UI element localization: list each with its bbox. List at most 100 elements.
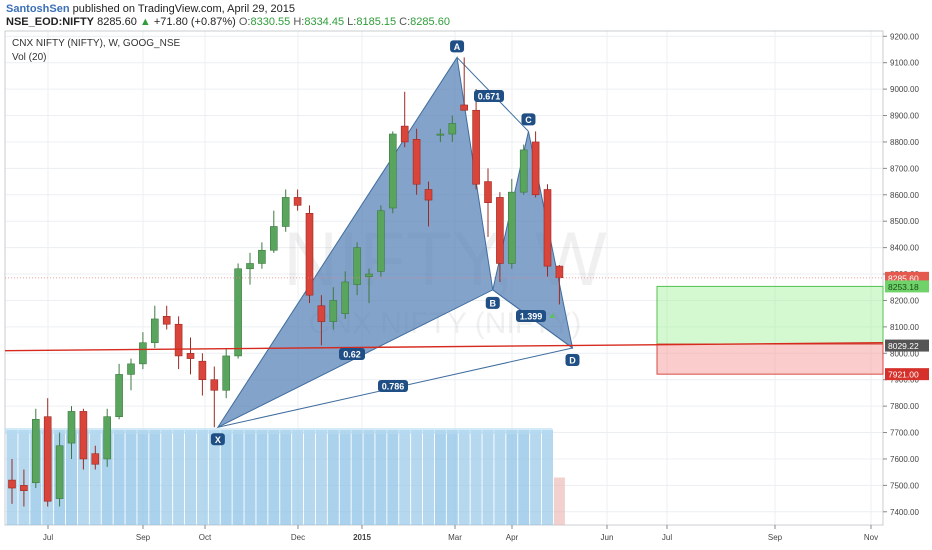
x-tick-label: Apr [506,533,519,542]
ratio-label-ac: 0.671 [478,92,501,102]
volume-bar [375,430,387,525]
candle-body [317,305,326,322]
y-tick-label: 7900.00 [890,376,919,385]
y-tick-label: 7800.00 [890,402,919,411]
y-tick-label: 8200.00 [890,296,919,305]
candle-body [543,189,552,267]
candle-body [55,445,64,499]
volume-bar [506,430,518,525]
ratio-label-bd-bg [516,310,546,322]
up-arrow-icon: ▲ [139,16,151,28]
time-axis[interactable]: Jul Sep Oct Dec 2015 Mar Apr Jun Jul Sep Nov [43,525,878,542]
volume-bar [423,430,434,525]
volume-bar [280,430,292,525]
ratio-label-ac-bg [474,90,504,102]
candle-body [139,342,147,365]
candle-body [162,316,171,325]
trade-zones[interactable] [656,285,884,375]
candle-body [91,453,100,465]
candle-body [496,197,504,264]
up-triangle-icon: ▲ [548,310,557,320]
x-tick-label: Sep [768,533,783,542]
volume-bar [363,430,375,525]
price-tag-label: 8253.18 [888,282,919,292]
x-tick-label: Oct [199,533,212,542]
volume-bar [327,430,339,525]
y-tick-label: 8500.00 [890,217,919,226]
y-tick-label: 8000.00 [890,349,919,358]
ratio-label-xd-bg [378,380,408,392]
volume-bar [411,430,423,525]
x-tick-label: Jul [43,533,53,542]
volume-bar [256,430,268,525]
x-tick-label: Jul [662,533,672,542]
volume-indicator-label: Vol (20) [12,52,46,63]
volume-bar [304,430,315,525]
candle-body [210,379,219,391]
volume-bar [77,430,89,525]
volume-bar [244,430,256,525]
point-x-label-bg [210,433,225,446]
chart-title: CNX NIFTY (NIFTY), W, GOOG_NSE [12,38,180,49]
y-tick-label: 8800.00 [890,138,919,147]
point-b-label: B [490,298,497,308]
x-tick-label: 2015 [353,533,371,542]
candle-body [31,419,40,484]
candle-body [388,133,397,209]
candle-body [174,323,183,357]
ratio-label-bd: 1.399 [520,312,543,322]
support-trendline[interactable] [4,342,884,352]
point-x-label: X [215,435,221,445]
pattern-xab-triangle[interactable] [216,56,494,429]
candle-body [329,300,338,322]
candle-body [79,411,88,460]
author-link[interactable]: SantoshSen [6,3,70,15]
candle-body [353,247,361,285]
volume-bar [315,430,327,525]
volume-bar [446,430,458,525]
target-zone[interactable] [656,285,884,345]
candle-body [67,411,76,444]
volume-bar [553,477,565,525]
y-tick-label: 9100.00 [890,59,919,68]
volume-bar [125,430,137,525]
ratio-label-xd: 0.786 [382,382,405,392]
volume-bars [5,428,565,525]
volume-bar [66,430,77,525]
y-tick-label: 7600.00 [890,455,919,464]
quote-line: NSE_EOD:NIFTY 8285.60 ▲ +71.80 (+0.87%) … [6,16,450,28]
y-tick-label: 7700.00 [890,429,919,438]
candle-body [246,263,254,270]
price-tag-label: 7921.00 [888,370,919,380]
candle-body [20,485,28,491]
candle-body [365,273,373,277]
stop-zone[interactable] [656,343,884,375]
volume-bar [220,430,232,525]
volume-bar [89,430,101,525]
x-tick-label: Sep [136,533,151,542]
header-bar: SantoshSen published on TradingView.com,… [0,0,932,30]
candle-body [234,268,242,357]
volume-bar [292,430,304,525]
price-tag-label: 8029.22 [888,341,919,351]
symbol-label: NSE_EOD:NIFTY [6,16,95,28]
volume-bar [232,430,244,525]
candle-body [151,318,159,344]
volume-bar [387,430,399,525]
candle-body [281,197,290,227]
price-axis[interactable]: 7400.00 7500.00 7600.00 7700.00 7800.00 7900.… [883,32,929,517]
y-tick-label: 7500.00 [890,481,919,490]
published-text: published on TradingView.com, April 29, … [72,3,296,15]
candle-body [8,479,16,489]
y-tick-label: 7400.00 [890,508,919,517]
y-tick-label: 8700.00 [890,164,919,173]
support-line[interactable] [4,277,884,352]
candle-body [43,416,52,502]
y-tick-label: 9200.00 [890,32,919,41]
ratio-label-xb-bg [339,348,365,360]
price-tag-bg [885,339,929,352]
point-d-label: D [569,356,576,366]
price-tag-bg [885,280,929,293]
candle-body [186,352,195,359]
